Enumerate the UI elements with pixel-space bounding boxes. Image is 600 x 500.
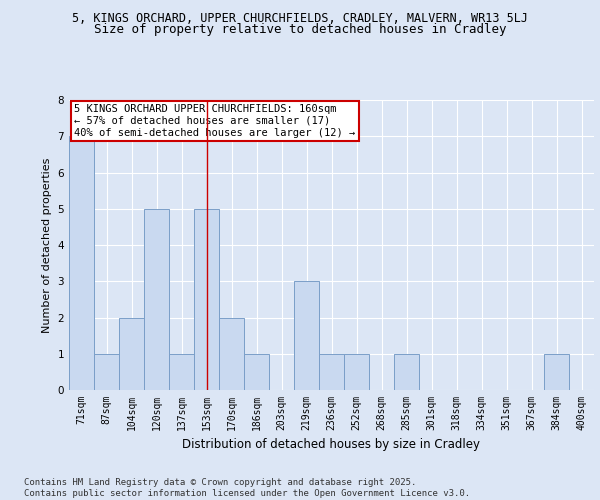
Bar xyxy=(344,354,369,390)
Bar xyxy=(194,209,219,390)
Bar xyxy=(94,354,119,390)
Bar xyxy=(319,354,344,390)
Bar xyxy=(544,354,569,390)
Bar xyxy=(394,354,419,390)
Text: 5 KINGS ORCHARD UPPER CHURCHFIELDS: 160sqm
← 57% of detached houses are smaller : 5 KINGS ORCHARD UPPER CHURCHFIELDS: 160s… xyxy=(74,104,355,138)
Bar xyxy=(294,281,319,390)
Bar xyxy=(219,318,244,390)
Bar xyxy=(119,318,144,390)
Bar xyxy=(144,209,169,390)
X-axis label: Distribution of detached houses by size in Cradley: Distribution of detached houses by size … xyxy=(182,438,481,452)
Y-axis label: Number of detached properties: Number of detached properties xyxy=(42,158,52,332)
Text: Size of property relative to detached houses in Cradley: Size of property relative to detached ho… xyxy=(94,22,506,36)
Text: Contains HM Land Registry data © Crown copyright and database right 2025.
Contai: Contains HM Land Registry data © Crown c… xyxy=(24,478,470,498)
Bar xyxy=(244,354,269,390)
Text: 5, KINGS ORCHARD, UPPER CHURCHFIELDS, CRADLEY, MALVERN, WR13 5LJ: 5, KINGS ORCHARD, UPPER CHURCHFIELDS, CR… xyxy=(72,12,528,26)
Bar xyxy=(169,354,194,390)
Bar xyxy=(69,136,94,390)
